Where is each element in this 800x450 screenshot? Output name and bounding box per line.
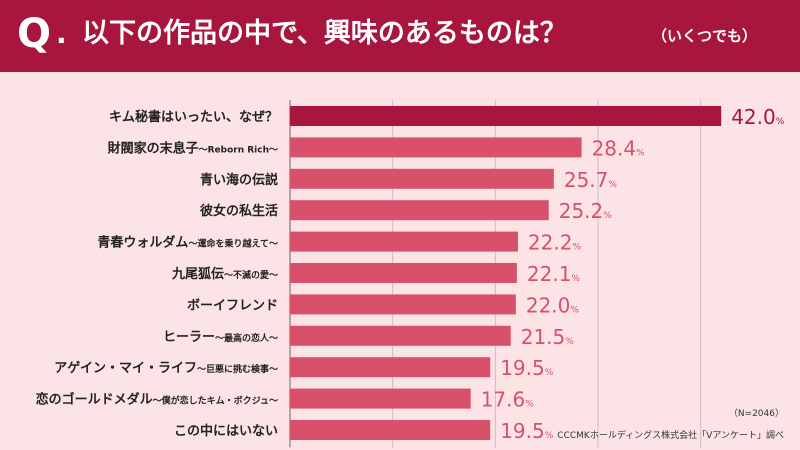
value-label: 17.6% (481, 388, 535, 412)
category-sub-label: ～不滅の愛～ (224, 269, 278, 281)
question-mark-dot: . (56, 17, 67, 50)
value-unit: % (545, 431, 554, 441)
category-main-label: 九尾狐伝 (171, 266, 224, 282)
value-number: 22.2 (528, 231, 573, 255)
bar (290, 168, 554, 189)
value-number: 19.5 (500, 356, 545, 380)
category-label: キム秘書はいったい、なぜ？ (109, 109, 278, 125)
category-sub-label: ～巨悪に挑む検事～ (197, 363, 278, 375)
bar (290, 106, 722, 126)
value-number: 42.0 (731, 105, 776, 129)
category-label: ボーイフレンド (187, 297, 278, 313)
category-label: 青春ウォルダム～運命を乗り越えて～ (97, 235, 278, 251)
question-mark: Q (17, 11, 52, 57)
value-label: 19.5% (500, 356, 554, 380)
category-label: 恋のゴールドメダル～僕が恋したキム・ボクジュ～ (36, 392, 278, 408)
value-label: 28.4% (592, 136, 646, 160)
bar (290, 420, 491, 440)
category-sub-label: ～僕が恋したキム・ボクジュ～ (153, 395, 278, 407)
value-label: 22.0% (526, 293, 580, 317)
bar (290, 294, 516, 315)
category-label: ヒーラー～最高の恋人～ (163, 330, 278, 345)
category-main-label: この中にはいない (174, 423, 278, 439)
value-unit: % (608, 180, 617, 190)
value-label: 25.2% (559, 199, 613, 223)
category-label: アゲイン・マイ・ライフ～巨悪に挑む検事～ (54, 360, 278, 376)
category-main-label: アゲイン・マイ・ライフ (54, 360, 197, 376)
value-number: 21.5 (521, 325, 566, 349)
category-label: この中にはいない (174, 423, 278, 439)
bar (290, 263, 517, 283)
bar (290, 325, 511, 346)
value-label: 19.5% (500, 419, 554, 443)
value-number: 25.2 (559, 199, 604, 223)
bar (290, 357, 491, 378)
value-unit: % (545, 368, 554, 378)
value-number: 22.1 (527, 262, 572, 286)
category-main-label: ヒーラー (163, 330, 215, 345)
category-label: 財閥家の末息子～Reborn Rich～ (107, 140, 278, 156)
value-unit: % (572, 243, 581, 253)
value-unit: % (776, 117, 785, 127)
value-unit: % (636, 148, 645, 158)
value-label: 42.0% (731, 105, 785, 129)
question-subtitle: （いくつでも） (652, 27, 758, 45)
category-label: 彼女の私生活 (200, 203, 278, 219)
category-main-label: キム秘書はいったい、なぜ？ (109, 109, 278, 125)
value-unit: % (571, 274, 580, 284)
value-label: 22.1% (527, 262, 581, 286)
category-sub-label: ～運命を乗り越えて～ (188, 238, 278, 250)
bar (290, 137, 582, 158)
value-label: 22.2% (528, 231, 582, 255)
value-label: 25.7% (564, 168, 618, 192)
category-main-label: 財閥家の末息子 (107, 140, 199, 156)
category-label: 九尾狐伝～不滅の愛～ (171, 266, 278, 282)
value-number: 17.6 (481, 388, 526, 412)
question-header: Q . 以下の作品の中で、興味のあるものは？ （いくつでも） (0, 0, 800, 72)
value-unit: % (570, 305, 579, 315)
value-number: 19.5 (500, 419, 545, 443)
category-sub-label: ～最高の恋人～ (215, 332, 278, 344)
value-number: 28.4 (592, 136, 637, 160)
value-number: 22.0 (526, 293, 571, 317)
sample-size: （N=2046） (728, 409, 784, 419)
value-unit: % (565, 337, 574, 347)
bar (290, 200, 549, 221)
question-title: 以下の作品の中で、興味のあるものは？ (82, 18, 567, 49)
value-number: 25.7 (564, 168, 609, 192)
value-unit: % (525, 400, 534, 410)
category-main-label: 恋のゴールドメダル (36, 392, 153, 408)
category-label: 青い海の伝説 (200, 172, 278, 188)
category-sub-label: ～Reborn Rich～ (199, 145, 278, 155)
bar (290, 388, 471, 409)
bar (290, 231, 518, 252)
value-unit: % (603, 211, 612, 221)
category-main-label: 青い海の伝説 (200, 172, 278, 188)
source-note: CCCMKホールディングス株式会社「Vアンケート」調べ (557, 431, 784, 441)
category-main-label: 彼女の私生活 (200, 203, 278, 219)
value-label: 21.5% (521, 325, 575, 349)
category-main-label: ボーイフレンド (187, 297, 278, 313)
category-main-label: 青春ウォルダム (97, 235, 188, 251)
